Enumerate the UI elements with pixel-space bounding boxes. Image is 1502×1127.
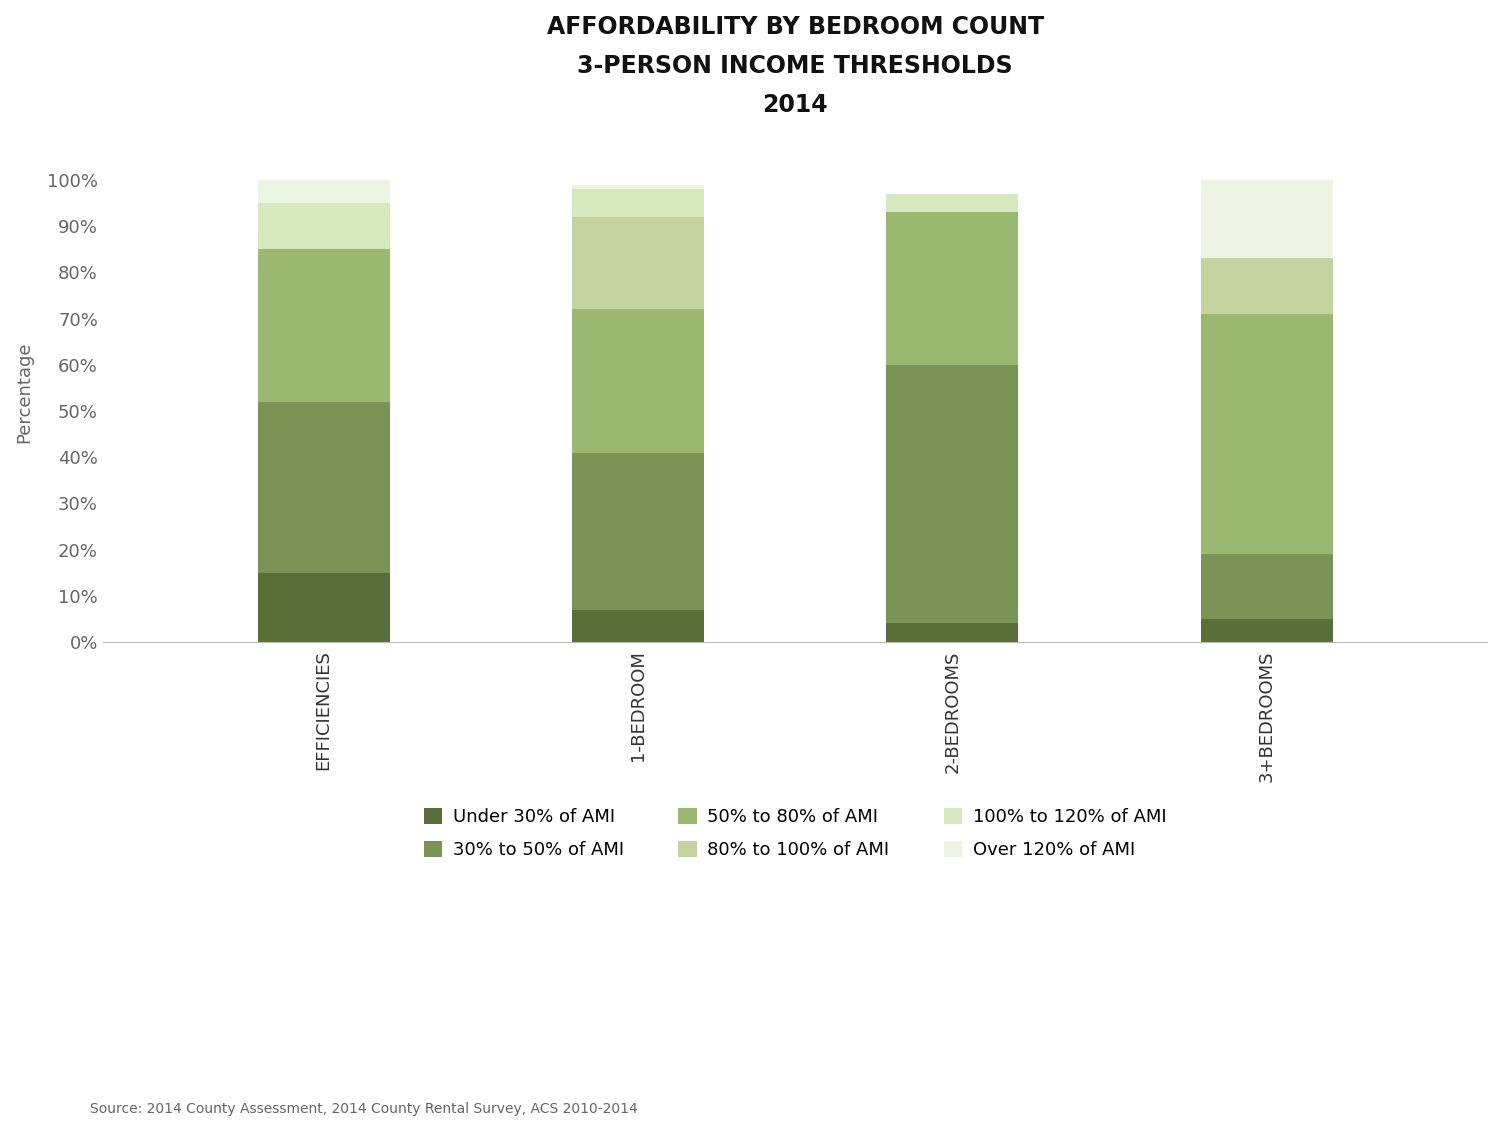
Legend: Under 30% of AMI, 30% to 50% of AMI, 50% to 80% of AMI, 80% to 100% of AMI, 100%: Under 30% of AMI, 30% to 50% of AMI, 50%… [418,800,1173,867]
Bar [257,249,389,401]
Title: AFFORDABILITY BY BEDROOM COUNT
3-PERSON INCOME THRESHOLDS
2014: AFFORDABILITY BY BEDROOM COUNT 3-PERSON … [547,15,1044,117]
Bar [886,623,1018,642]
Bar [1202,619,1332,642]
Bar [1202,314,1332,554]
Bar [572,610,704,642]
Y-axis label: Percentage: Percentage [15,341,33,443]
Bar [257,180,389,203]
Bar [1202,180,1332,258]
Bar [886,212,1018,365]
Bar [572,189,704,216]
Bar [1202,554,1332,619]
Bar [886,194,1018,212]
Text: Source: 2014 County Assessment, 2014 County Rental Survey, ACS 2010-2014: Source: 2014 County Assessment, 2014 Cou… [90,1102,638,1116]
Bar [572,185,704,189]
Bar [257,401,389,573]
Bar [572,309,704,453]
Bar [886,365,1018,623]
Bar [572,453,704,610]
Bar [572,216,704,309]
Bar [257,203,389,249]
Bar [1202,258,1332,314]
Bar [257,573,389,642]
